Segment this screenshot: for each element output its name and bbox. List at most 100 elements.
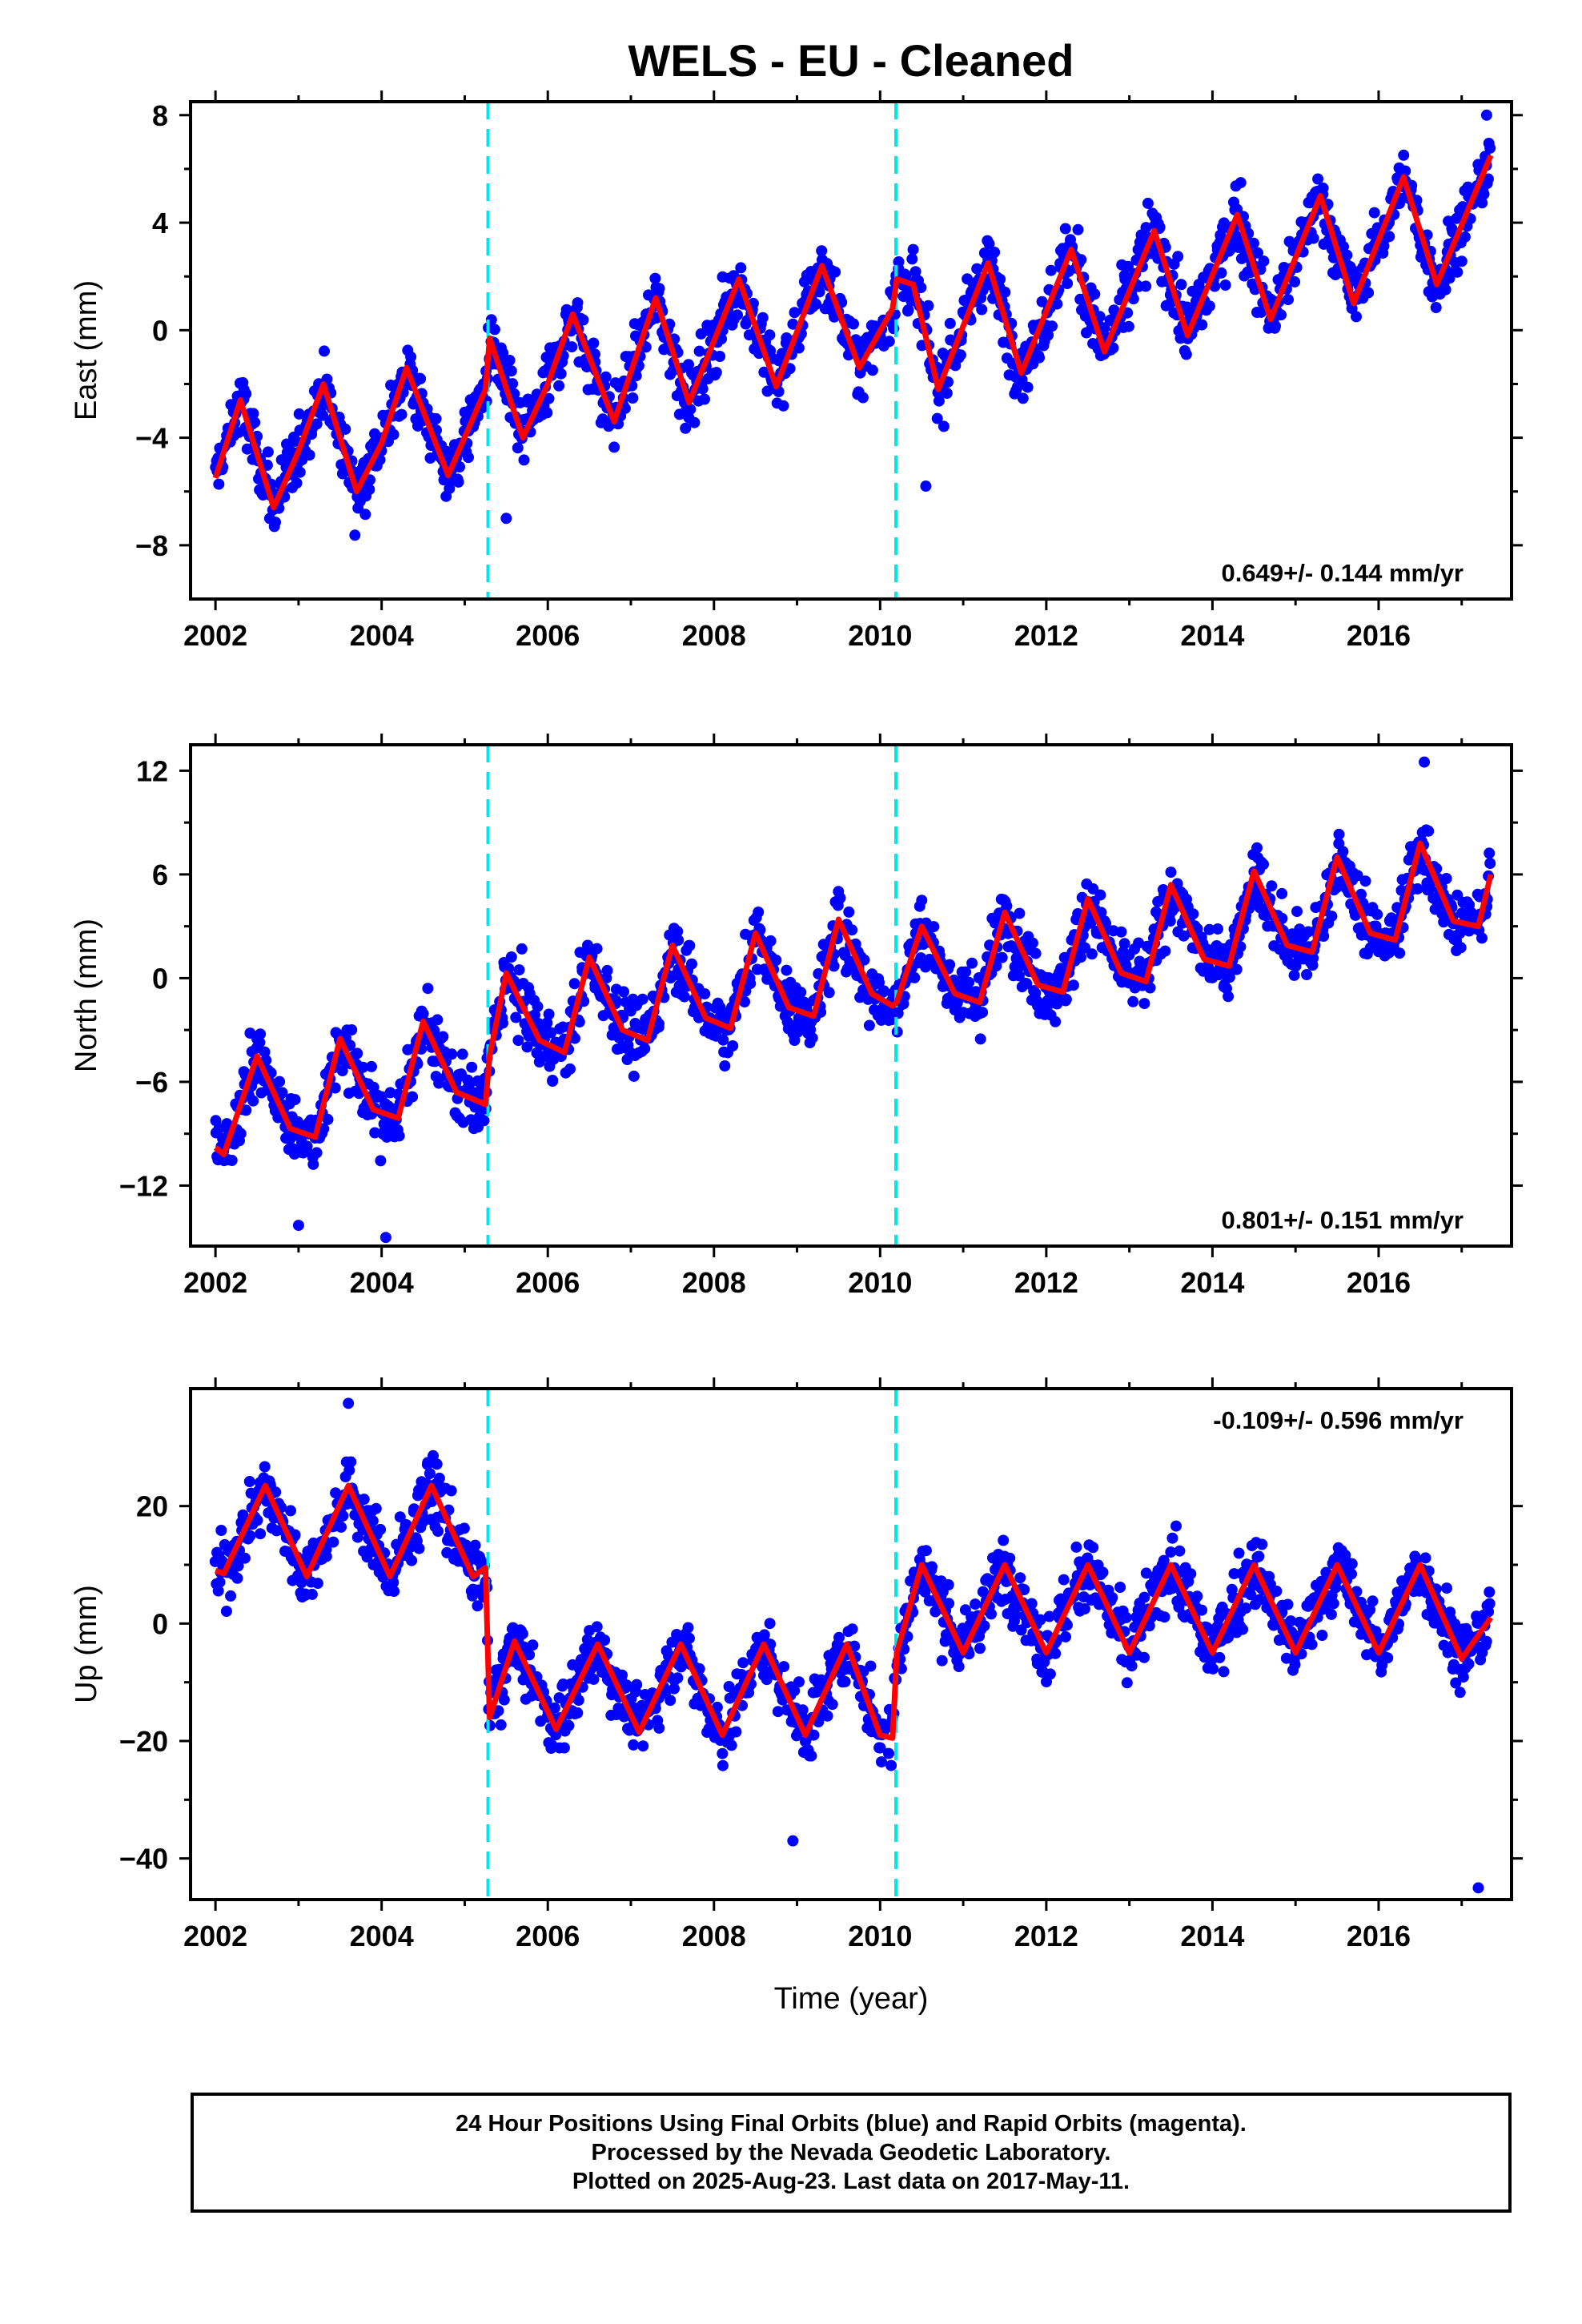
y-tick-label: 0 xyxy=(152,962,168,995)
data-point xyxy=(396,408,408,420)
data-point xyxy=(1457,1671,1469,1683)
data-point xyxy=(909,971,921,983)
data-point xyxy=(532,1000,544,1012)
data-point xyxy=(289,1529,301,1541)
data-point xyxy=(1266,880,1278,892)
data-point xyxy=(1333,828,1345,840)
data-point xyxy=(543,392,555,404)
data-point xyxy=(231,1572,243,1584)
data-point xyxy=(806,1032,818,1044)
data-point xyxy=(1004,1552,1016,1564)
data-point xyxy=(259,1046,271,1058)
data-point xyxy=(970,1598,982,1610)
data-point xyxy=(1355,888,1367,900)
data-point xyxy=(1235,177,1247,189)
data-point xyxy=(572,297,584,309)
outlier-point xyxy=(379,1232,391,1244)
data-point xyxy=(833,1631,845,1643)
data-point xyxy=(361,1551,373,1563)
data-point xyxy=(727,1040,739,1051)
data-point xyxy=(1030,947,1042,959)
data-point xyxy=(569,1032,580,1044)
x-tick-label: 2002 xyxy=(183,619,247,652)
data-point xyxy=(1010,1609,1022,1621)
data-point xyxy=(765,935,777,947)
data-point xyxy=(516,1628,528,1640)
data-point xyxy=(1484,1586,1496,1598)
data-point xyxy=(463,452,474,464)
data-point xyxy=(274,1076,286,1088)
data-point xyxy=(214,1576,226,1588)
data-point xyxy=(276,1087,288,1099)
data-point xyxy=(942,1579,954,1590)
data-point xyxy=(725,1739,737,1751)
data-point xyxy=(505,365,517,377)
data-point xyxy=(1317,182,1329,194)
data-point xyxy=(306,1588,318,1600)
data-point xyxy=(1045,264,1057,276)
data-point xyxy=(293,408,305,420)
data-point xyxy=(828,960,840,972)
data-point xyxy=(497,347,509,359)
data-point xyxy=(1382,1652,1394,1664)
data-point xyxy=(846,924,858,936)
data-point xyxy=(1187,908,1199,920)
data-point xyxy=(1214,1651,1226,1663)
panels: 2002 2004 2006 2008 2010 2012 2014 2016−8−4048E… xyxy=(70,90,1523,1952)
data-point xyxy=(303,449,315,461)
data-point xyxy=(1172,251,1184,263)
data-point xyxy=(928,921,940,933)
data-point xyxy=(941,388,953,399)
data-point xyxy=(999,286,1011,298)
panel-east: 2002 2004 2006 2008 2010 2012 2014 2016−8−4048E… xyxy=(70,90,1523,652)
data-point xyxy=(745,978,757,990)
data-point xyxy=(628,1739,640,1751)
data-point xyxy=(1258,255,1270,267)
footer-caption-box: 24 Hour Positions Using Final Orbits (bl… xyxy=(191,2093,1512,2213)
data-point xyxy=(732,309,743,321)
data-point xyxy=(813,286,825,298)
data-point xyxy=(933,395,945,407)
data-point xyxy=(558,1742,570,1754)
data-point xyxy=(254,1036,266,1048)
data-point xyxy=(270,1486,282,1498)
plot-frame-up xyxy=(189,1387,1513,1901)
data-point xyxy=(301,1140,313,1152)
x-tick-label: 2010 xyxy=(848,1920,912,1952)
data-point xyxy=(294,466,306,478)
data-point xyxy=(620,1679,632,1691)
data-point xyxy=(974,1033,986,1045)
data-point xyxy=(653,1018,665,1030)
data-point xyxy=(653,1722,665,1734)
data-point xyxy=(564,1063,576,1075)
data-point xyxy=(466,1061,478,1073)
data-point xyxy=(433,1077,445,1089)
data-point xyxy=(1042,329,1054,341)
data-point xyxy=(1044,1668,1056,1680)
data-point xyxy=(1138,1591,1150,1603)
data-point xyxy=(902,304,914,316)
data-point xyxy=(1455,942,1467,954)
data-point xyxy=(600,371,612,383)
data-point xyxy=(1251,842,1263,854)
data-point xyxy=(387,428,400,440)
data-point xyxy=(1122,320,1134,332)
model-curve-east xyxy=(212,154,1494,511)
data-point xyxy=(1126,1660,1138,1672)
data-point xyxy=(866,364,878,376)
data-point xyxy=(1351,311,1362,323)
y-tick-label: −6 xyxy=(135,1066,168,1099)
data-point xyxy=(915,282,927,294)
y-tick-label: 6 xyxy=(152,858,168,891)
data-point xyxy=(424,1468,436,1479)
data-point xyxy=(1318,931,1330,942)
data-point xyxy=(631,1679,643,1691)
data-point xyxy=(1283,294,1294,306)
data-point xyxy=(1219,279,1231,291)
data-point xyxy=(1121,1677,1133,1689)
data-point xyxy=(865,1660,877,1672)
data-point xyxy=(719,1060,731,1072)
data-point xyxy=(1046,320,1058,332)
data-point xyxy=(1480,1635,1492,1647)
